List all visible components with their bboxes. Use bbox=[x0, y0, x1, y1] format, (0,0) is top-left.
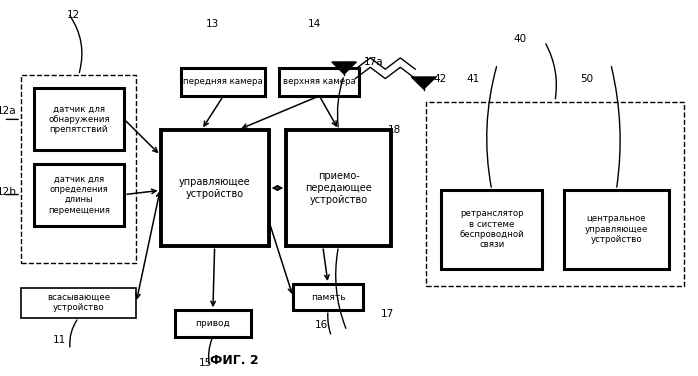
FancyBboxPatch shape bbox=[286, 130, 391, 246]
FancyBboxPatch shape bbox=[293, 284, 363, 310]
Text: датчик для
обнаружения
препятствий: датчик для обнаружения препятствий bbox=[48, 105, 110, 134]
Text: 13: 13 bbox=[207, 20, 219, 29]
Text: 17a: 17a bbox=[364, 57, 383, 67]
FancyBboxPatch shape bbox=[34, 88, 124, 150]
Text: 16: 16 bbox=[315, 320, 327, 330]
FancyBboxPatch shape bbox=[174, 310, 251, 337]
Text: управляющее
устройство: управляющее устройство bbox=[179, 177, 251, 199]
Text: передняя камера: передняя камера bbox=[184, 77, 263, 86]
Polygon shape bbox=[411, 77, 436, 89]
Text: 50: 50 bbox=[580, 74, 593, 84]
Text: привод: привод bbox=[195, 319, 230, 328]
FancyBboxPatch shape bbox=[426, 102, 684, 286]
Text: приемо-
передающее
устройство: приемо- передающее устройство bbox=[305, 171, 372, 205]
FancyBboxPatch shape bbox=[161, 130, 269, 246]
FancyBboxPatch shape bbox=[441, 190, 542, 269]
Text: всасывающее
устройство: всасывающее устройство bbox=[47, 293, 110, 312]
Text: 14: 14 bbox=[308, 20, 320, 29]
Text: 42: 42 bbox=[433, 74, 446, 84]
Text: 12: 12 bbox=[67, 10, 80, 20]
Text: центральное
управляющее
устройство: центральное управляющее устройство bbox=[585, 214, 648, 244]
Text: 17: 17 bbox=[381, 309, 394, 319]
FancyBboxPatch shape bbox=[21, 75, 136, 263]
FancyBboxPatch shape bbox=[564, 190, 669, 269]
Polygon shape bbox=[332, 62, 357, 74]
Text: 12b: 12b bbox=[0, 187, 17, 197]
Text: верхняя камера: верхняя камера bbox=[283, 77, 356, 86]
FancyBboxPatch shape bbox=[279, 68, 359, 96]
Text: датчик для
определения
длины
перемещения: датчик для определения длины перемещения bbox=[48, 174, 110, 215]
FancyBboxPatch shape bbox=[21, 288, 136, 318]
Text: память: память bbox=[311, 293, 346, 302]
Text: 12a: 12a bbox=[0, 106, 17, 116]
Text: 15: 15 bbox=[200, 358, 212, 368]
FancyBboxPatch shape bbox=[34, 164, 124, 226]
Text: 18: 18 bbox=[388, 125, 401, 135]
FancyBboxPatch shape bbox=[181, 68, 265, 96]
Text: 11: 11 bbox=[53, 335, 66, 345]
Text: ФИГ. 2: ФИГ. 2 bbox=[209, 353, 258, 367]
Text: 41: 41 bbox=[467, 74, 480, 84]
Text: ретранслятор
в системе
беспроводной
связи: ретранслятор в системе беспроводной связ… bbox=[459, 209, 524, 249]
Text: 40: 40 bbox=[514, 35, 526, 44]
